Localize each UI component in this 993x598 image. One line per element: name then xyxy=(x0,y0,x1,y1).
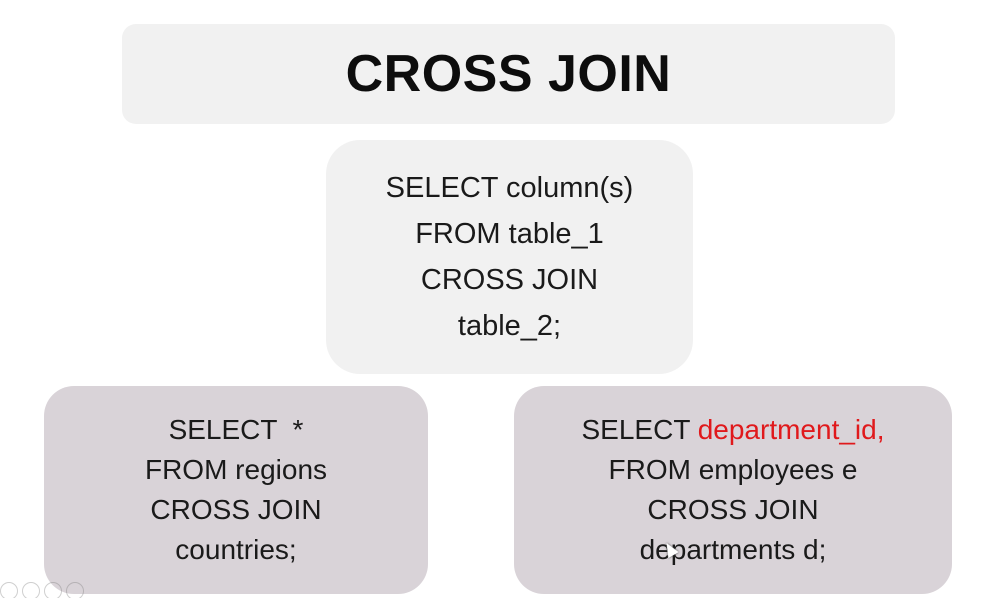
example-left-line: CROSS JOIN xyxy=(150,494,322,525)
example-left-line: FROM regions xyxy=(144,454,328,485)
presentation-toolbar xyxy=(0,582,84,598)
example-left-line: countries; xyxy=(175,534,297,565)
example-right-line-1: SELECT department_id, xyxy=(582,410,885,450)
syntax-line: table_2; xyxy=(457,310,562,342)
highlighted-column: department_id, xyxy=(697,414,885,445)
syntax-line: CROSS JOIN xyxy=(420,264,599,296)
syntax-box: SELECT column(s) FROM table_1 CROSS JOIN… xyxy=(326,140,693,374)
example-left-line: SELECT * xyxy=(168,414,304,445)
pen-icon[interactable] xyxy=(0,582,18,598)
select-keyword: SELECT xyxy=(581,414,698,445)
slide-title: CROSS JOIN xyxy=(345,45,672,103)
slides-icon[interactable] xyxy=(22,582,40,598)
title-box: CROSS JOIN xyxy=(122,24,895,124)
syntax-line: SELECT column(s) xyxy=(385,172,634,204)
example-left-box: SELECT * FROM regions CROSS JOIN countri… xyxy=(44,386,428,594)
example-right-line: FROM employees e xyxy=(608,454,858,485)
zoom-icon[interactable] xyxy=(44,582,62,598)
example-right-line: CROSS JOIN xyxy=(647,494,819,525)
more-icon[interactable] xyxy=(66,582,84,598)
example-right-box: SELECT department_id, FROM employees e C… xyxy=(514,386,952,594)
syntax-line: FROM table_1 xyxy=(415,218,604,250)
example-right-line: departments d; xyxy=(639,534,827,565)
